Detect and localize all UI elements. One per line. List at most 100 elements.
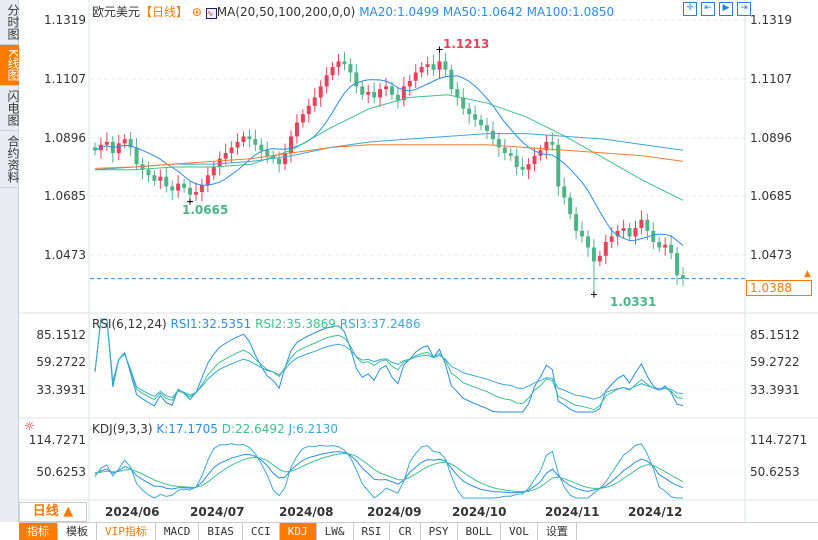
candle-body bbox=[152, 175, 157, 181]
tab-kdj[interactable]: KDJ bbox=[279, 523, 317, 540]
candle-body bbox=[455, 89, 460, 98]
tab-boll[interactable]: BOLL bbox=[458, 523, 501, 540]
candle-body bbox=[116, 143, 121, 154]
crosshair-icon[interactable]: ✛ bbox=[683, 2, 697, 16]
ma100-value: MA100:1.0850 bbox=[526, 5, 615, 19]
tab-settings[interactable]: 设置 bbox=[538, 523, 577, 540]
price-axis-right: 1.1319 bbox=[750, 13, 792, 27]
candle-body bbox=[413, 72, 418, 81]
candle-body bbox=[342, 61, 347, 65]
candle-body bbox=[437, 61, 442, 70]
candle-body bbox=[93, 147, 97, 151]
candle-body bbox=[330, 66, 335, 76]
candle-body bbox=[318, 86, 323, 98]
zoom-out-icon[interactable]: ▶ bbox=[719, 2, 733, 16]
tab-templates[interactable]: 模板 bbox=[58, 523, 97, 540]
candle-body bbox=[372, 91, 377, 98]
candle-body bbox=[633, 228, 638, 237]
candle-body bbox=[217, 158, 222, 167]
rsi-axis-label: 85.1512 bbox=[36, 328, 86, 342]
timeframe-selector[interactable]: 日线 ▲ bbox=[19, 502, 87, 522]
candle-body bbox=[467, 108, 472, 115]
rsi-axis-right: 59.2722 bbox=[750, 355, 800, 369]
indicator-toolbar: 指标 模板 VIP指标 MACD BIAS CCI KDJ LW& RSI CR… bbox=[19, 522, 818, 540]
candle-body bbox=[265, 150, 270, 156]
candle-body bbox=[389, 86, 394, 95]
kdj-d-line bbox=[94, 452, 684, 493]
candle-body bbox=[199, 185, 204, 192]
high-marker bbox=[436, 46, 443, 53]
candle-body bbox=[496, 139, 501, 148]
tab-cr[interactable]: CR bbox=[390, 523, 421, 540]
period-label: 【日线】 bbox=[140, 5, 189, 19]
candle-body bbox=[271, 155, 276, 159]
kdj-axis-label: 50.6253 bbox=[36, 465, 86, 479]
tab-contract-info[interactable]: 合约资料 bbox=[0, 131, 20, 188]
tab-vol[interactable]: VOL bbox=[501, 523, 538, 540]
candle-body bbox=[597, 255, 602, 262]
tab-kline[interactable]: K线图 bbox=[0, 45, 20, 86]
tab-macd[interactable]: MACD bbox=[156, 523, 200, 540]
candle-body bbox=[681, 275, 685, 279]
tab-indicators[interactable]: 指标 bbox=[19, 523, 58, 540]
price-axis-label: 1.1107 bbox=[44, 72, 86, 86]
tab-vip-indicators[interactable]: VIP指标 bbox=[97, 523, 156, 540]
tab-intraday[interactable]: 分时图 bbox=[0, 0, 20, 45]
candle-body bbox=[490, 130, 495, 140]
price-axis-right: 1.0685 bbox=[750, 189, 792, 203]
rsi-axis-right: 85.1512 bbox=[750, 328, 800, 342]
candle-body bbox=[520, 166, 525, 170]
candle-body bbox=[621, 228, 626, 231]
candle-body bbox=[675, 253, 680, 276]
candle-body bbox=[473, 114, 478, 120]
add-icon[interactable]: ⊕ bbox=[191, 5, 202, 19]
low-annotation: 1.0331 bbox=[610, 295, 657, 309]
candle-body bbox=[229, 147, 234, 154]
candle-body bbox=[580, 230, 585, 237]
scroll-end-icon[interactable]: ⇥ bbox=[737, 2, 751, 16]
settings-sun-icon[interactable]: ☼ bbox=[24, 419, 35, 433]
indicator-chart-icon[interactable]: ∿ bbox=[205, 8, 217, 19]
candle-body bbox=[395, 94, 400, 101]
arrow-up-icon: ▲ bbox=[804, 269, 811, 279]
time-tick: 2024/11 bbox=[545, 505, 600, 519]
sidebar: 分时图 K线图 闪电图 合约资料 bbox=[0, 0, 20, 522]
ma200-line bbox=[94, 144, 684, 169]
time-tick: 2024/08 bbox=[279, 505, 334, 519]
tab-psy[interactable]: PSY bbox=[421, 523, 458, 540]
chart-canvas[interactable] bbox=[0, 0, 818, 522]
rsi1-line bbox=[94, 318, 684, 413]
candle-body bbox=[526, 164, 531, 170]
zoom-in-icon[interactable]: ⇤ bbox=[701, 2, 715, 16]
candle-body bbox=[193, 191, 198, 195]
tab-rsi[interactable]: RSI bbox=[354, 523, 391, 540]
time-tick: 2024/12 bbox=[628, 505, 683, 519]
low-marker bbox=[187, 198, 194, 205]
price-axis-label: 1.1319 bbox=[44, 13, 86, 27]
candle-body bbox=[306, 105, 311, 115]
candle-body bbox=[615, 230, 620, 237]
ma-label: MA(20,50,100,200,0,0) bbox=[216, 5, 356, 19]
rsi-header: RSI(6,12,24) RSI1:32.5351 RSI2:35.3869 R… bbox=[92, 317, 421, 331]
candle-body bbox=[235, 141, 240, 148]
candle-body bbox=[591, 247, 596, 262]
candle-body bbox=[663, 244, 668, 248]
candle-body bbox=[348, 64, 353, 73]
candle-body bbox=[556, 144, 561, 187]
candle-body bbox=[425, 64, 430, 67]
high-annotation: 1.1213 bbox=[443, 37, 490, 51]
candle-body bbox=[603, 241, 608, 256]
candle-body bbox=[532, 155, 537, 165]
tab-lw[interactable]: LW& bbox=[317, 523, 354, 540]
candle-body bbox=[479, 119, 484, 126]
tab-flash[interactable]: 闪电图 bbox=[0, 86, 20, 131]
tab-cci[interactable]: CCI bbox=[243, 523, 280, 540]
candle-body bbox=[211, 166, 216, 176]
kdj-d-value: D:22.6492 bbox=[221, 422, 285, 436]
tab-bias[interactable]: BIAS bbox=[199, 523, 243, 540]
candle-body bbox=[657, 241, 662, 248]
candle-body bbox=[443, 61, 448, 70]
kdj-j-line bbox=[94, 443, 683, 499]
price-axis-right: 1.0473 bbox=[750, 248, 792, 262]
candle-body bbox=[585, 236, 590, 248]
